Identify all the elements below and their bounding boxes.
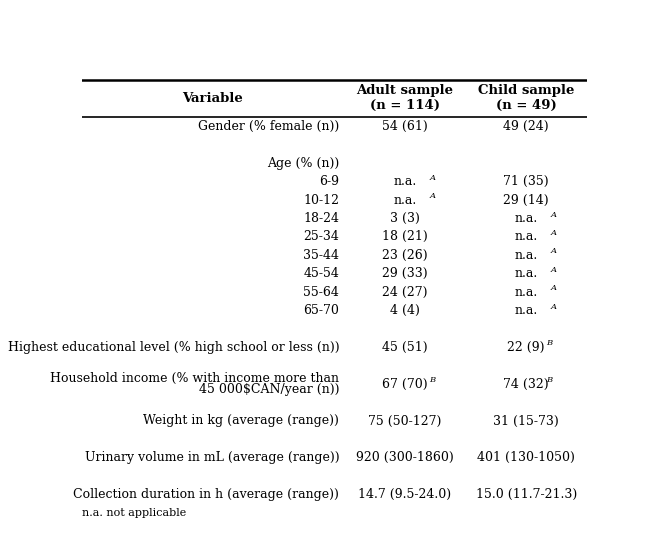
Text: A: A	[551, 211, 557, 219]
Text: Child sample
(n = 49): Child sample (n = 49)	[478, 85, 574, 112]
Text: B: B	[430, 376, 436, 384]
Text: Gender (% female (n)): Gender (% female (n))	[198, 120, 339, 133]
Text: 65-70: 65-70	[303, 304, 339, 317]
Text: A: A	[551, 284, 557, 292]
Text: 75 (50-127): 75 (50-127)	[368, 414, 441, 428]
Text: 54 (61): 54 (61)	[382, 120, 428, 133]
Text: 18 (21): 18 (21)	[382, 230, 428, 244]
Text: n.a.: n.a.	[393, 193, 417, 207]
Text: 74 (32): 74 (32)	[503, 378, 549, 391]
Text: 22 (9): 22 (9)	[507, 341, 545, 354]
Text: 45-54: 45-54	[303, 267, 339, 280]
Text: Household income (% with income more than: Household income (% with income more tha…	[50, 372, 339, 385]
Text: A: A	[551, 247, 557, 255]
Text: 71 (35): 71 (35)	[503, 175, 549, 188]
Text: A: A	[430, 174, 436, 182]
Text: n.a.: n.a.	[514, 267, 538, 280]
Text: 10-12: 10-12	[303, 193, 339, 207]
Text: 31 (15-73): 31 (15-73)	[494, 414, 559, 428]
Text: 18-24: 18-24	[303, 212, 339, 225]
Text: n.a. not applicable: n.a. not applicable	[82, 508, 186, 518]
Text: n.a.: n.a.	[514, 304, 538, 317]
Text: B: B	[546, 376, 552, 384]
Text: 45 (51): 45 (51)	[382, 341, 428, 354]
Text: 29 (33): 29 (33)	[382, 267, 428, 280]
Text: 15.0 (11.7-21.3): 15.0 (11.7-21.3)	[475, 488, 577, 501]
Text: n.a.: n.a.	[514, 286, 538, 299]
Text: 45 000$CAN/year (n)): 45 000$CAN/year (n))	[199, 383, 339, 396]
Text: 35-44: 35-44	[303, 249, 339, 262]
Text: n.a.: n.a.	[514, 230, 538, 244]
Text: Weight in kg (average (range)): Weight in kg (average (range))	[143, 414, 339, 428]
Text: n.a.: n.a.	[514, 249, 538, 262]
Text: A: A	[551, 266, 557, 274]
Text: Collection duration in h (average (range)): Collection duration in h (average (range…	[73, 488, 339, 501]
Text: n.a.: n.a.	[514, 212, 538, 225]
Text: 55-64: 55-64	[303, 286, 339, 299]
Text: 23 (26): 23 (26)	[382, 249, 428, 262]
Text: 920 (300-1860): 920 (300-1860)	[356, 451, 454, 464]
Text: 25-34: 25-34	[303, 230, 339, 244]
Text: 14.7 (9.5-24.0): 14.7 (9.5-24.0)	[359, 488, 451, 501]
Text: Highest educational level (% high school or less (n)): Highest educational level (% high school…	[8, 341, 339, 354]
Text: 49 (24): 49 (24)	[503, 120, 549, 133]
Text: A: A	[551, 229, 557, 237]
Text: 67 (70): 67 (70)	[382, 378, 428, 391]
Text: B: B	[546, 340, 552, 348]
Text: 6-9: 6-9	[319, 175, 339, 188]
Text: 29 (14): 29 (14)	[503, 193, 549, 207]
Text: 4 (4): 4 (4)	[390, 304, 420, 317]
Text: A: A	[551, 302, 557, 311]
Text: Variable: Variable	[183, 92, 243, 105]
Text: 3 (3): 3 (3)	[390, 212, 420, 225]
Text: A: A	[430, 192, 436, 200]
Text: 401 (130-1050): 401 (130-1050)	[477, 451, 575, 464]
Text: 24 (27): 24 (27)	[382, 286, 428, 299]
Text: Age (% (n)): Age (% (n))	[267, 157, 339, 170]
Text: Adult sample
(n = 114): Adult sample (n = 114)	[357, 85, 453, 112]
Text: n.a.: n.a.	[393, 175, 417, 188]
Text: Urinary volume in mL (average (range)): Urinary volume in mL (average (range))	[85, 451, 339, 464]
